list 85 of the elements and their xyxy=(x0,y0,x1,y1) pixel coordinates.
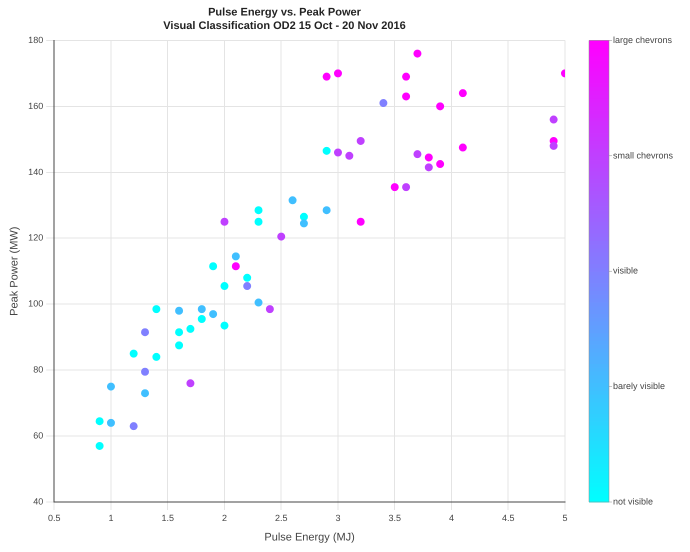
point xyxy=(232,252,240,260)
y-tick-label: 80 xyxy=(33,364,44,375)
x-axis-title: Pulse Energy (MJ) xyxy=(264,531,355,544)
point xyxy=(130,350,138,358)
x-tick-label: 0.5 xyxy=(48,512,60,523)
point xyxy=(96,442,104,450)
point xyxy=(254,206,263,214)
point xyxy=(209,310,218,318)
point xyxy=(220,322,228,330)
point xyxy=(175,341,184,350)
y-tick-label: 120 xyxy=(28,232,44,243)
chart-subtitle: Visual Classification OD2 15 Oct - 20 Nov 2016 xyxy=(163,20,406,32)
point xyxy=(322,206,331,214)
point xyxy=(96,417,104,426)
y-tick-label: 40 xyxy=(33,496,44,506)
x-tick-label: 4.5 xyxy=(502,512,515,523)
point xyxy=(424,163,433,172)
point xyxy=(220,218,228,226)
point xyxy=(254,218,263,226)
y-axis-title: Peak Power (MW) xyxy=(8,226,21,316)
point xyxy=(141,328,150,336)
point xyxy=(345,152,354,160)
y-tick-label: 60 xyxy=(33,430,44,441)
point xyxy=(458,144,467,152)
point xyxy=(402,72,410,81)
point xyxy=(436,102,444,110)
point xyxy=(288,196,297,204)
point xyxy=(254,298,263,307)
point xyxy=(300,212,308,221)
point xyxy=(220,282,228,290)
point xyxy=(356,136,365,145)
point xyxy=(356,218,365,226)
point xyxy=(130,422,138,430)
point xyxy=(413,150,422,158)
point xyxy=(232,262,240,270)
x-tick-label: 3.5 xyxy=(388,512,401,523)
point xyxy=(198,315,206,324)
point xyxy=(141,389,150,398)
point xyxy=(198,305,206,314)
x-tick-label: 1 xyxy=(108,512,114,523)
point xyxy=(106,418,115,427)
point xyxy=(277,232,286,241)
point xyxy=(322,72,331,81)
y-tick-label: 140 xyxy=(28,166,44,177)
y-tick-label: 160 xyxy=(28,100,44,111)
point xyxy=(424,153,433,162)
point xyxy=(550,116,558,124)
point xyxy=(106,382,115,391)
chart-title: Pulse Energy vs. Peak Power xyxy=(208,6,362,19)
point xyxy=(334,69,342,78)
color-bar-label: large chevrons xyxy=(613,34,673,45)
point xyxy=(402,183,410,192)
point xyxy=(243,274,252,282)
color-bar-label: small chevrons xyxy=(613,150,674,160)
x-tick-label: 2 xyxy=(222,512,227,523)
point xyxy=(300,219,308,228)
y-tick-label: 100 xyxy=(28,298,44,309)
point xyxy=(243,282,252,290)
color-bar-label: not visible xyxy=(613,496,654,506)
point xyxy=(186,379,194,388)
point xyxy=(334,148,342,157)
x-tick-label: 3 xyxy=(335,512,340,523)
point xyxy=(402,92,410,100)
point xyxy=(390,183,399,192)
point xyxy=(141,368,150,376)
point xyxy=(175,328,184,336)
point xyxy=(379,99,388,108)
point xyxy=(550,142,558,150)
point xyxy=(175,306,184,315)
point xyxy=(436,160,444,168)
color-bar-label: barely visible xyxy=(613,381,666,392)
color-bar-label: visible xyxy=(613,266,638,276)
x-tick-label: 2.5 xyxy=(274,512,288,523)
x-tick-label: 4 xyxy=(448,512,454,523)
y-tick-label: 180 xyxy=(28,34,44,45)
point xyxy=(152,352,160,361)
point xyxy=(266,305,274,314)
point xyxy=(413,50,422,58)
point xyxy=(152,305,160,314)
x-tick-label: 5 xyxy=(562,512,568,523)
point xyxy=(458,89,467,98)
point xyxy=(209,262,218,270)
point xyxy=(186,324,194,333)
x-tick-label: 1.5 xyxy=(161,512,174,523)
point xyxy=(322,146,331,155)
